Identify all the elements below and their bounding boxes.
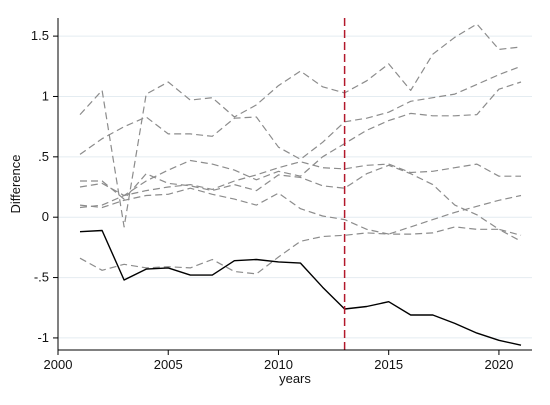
series-layer <box>79 23 522 346</box>
x-axis-title: years <box>279 371 311 386</box>
dashed-series-line-6 <box>79 187 522 242</box>
x-tick-label: 2000 <box>44 357 73 372</box>
grid-lines <box>58 35 532 339</box>
x-tick-label: 2015 <box>374 357 403 372</box>
dashed-series-line-7 <box>79 194 522 275</box>
y-axis-title: Difference <box>8 154 23 213</box>
x-tick-label: 2005 <box>154 357 183 372</box>
x-tick-label: 2010 <box>264 357 293 372</box>
y-tick-label: .5 <box>38 149 49 164</box>
dashed-series-line-3 <box>79 161 521 197</box>
axes <box>57 18 532 351</box>
solid-series-line-0 <box>79 229 522 346</box>
dashed-series-line-1 <box>79 23 522 228</box>
x-axis-ticks: 2000 2005 2010 2015 2020 <box>44 350 513 372</box>
y-tick-label: 1 <box>42 88 49 103</box>
y-tick-label: -.5 <box>34 270 49 285</box>
dashed-series-line-5 <box>80 164 522 236</box>
y-axis-ticks: -1 -.5 0 .5 1 1.5 <box>31 28 58 345</box>
y-tick-label: 1.5 <box>31 28 49 43</box>
dashed-series-line-2 <box>79 65 522 160</box>
y-tick-label: -1 <box>37 330 49 345</box>
dashed-series-line-4 <box>79 81 522 209</box>
x-tick-label: 2020 <box>484 357 513 372</box>
y-tick-label: 0 <box>42 209 49 224</box>
